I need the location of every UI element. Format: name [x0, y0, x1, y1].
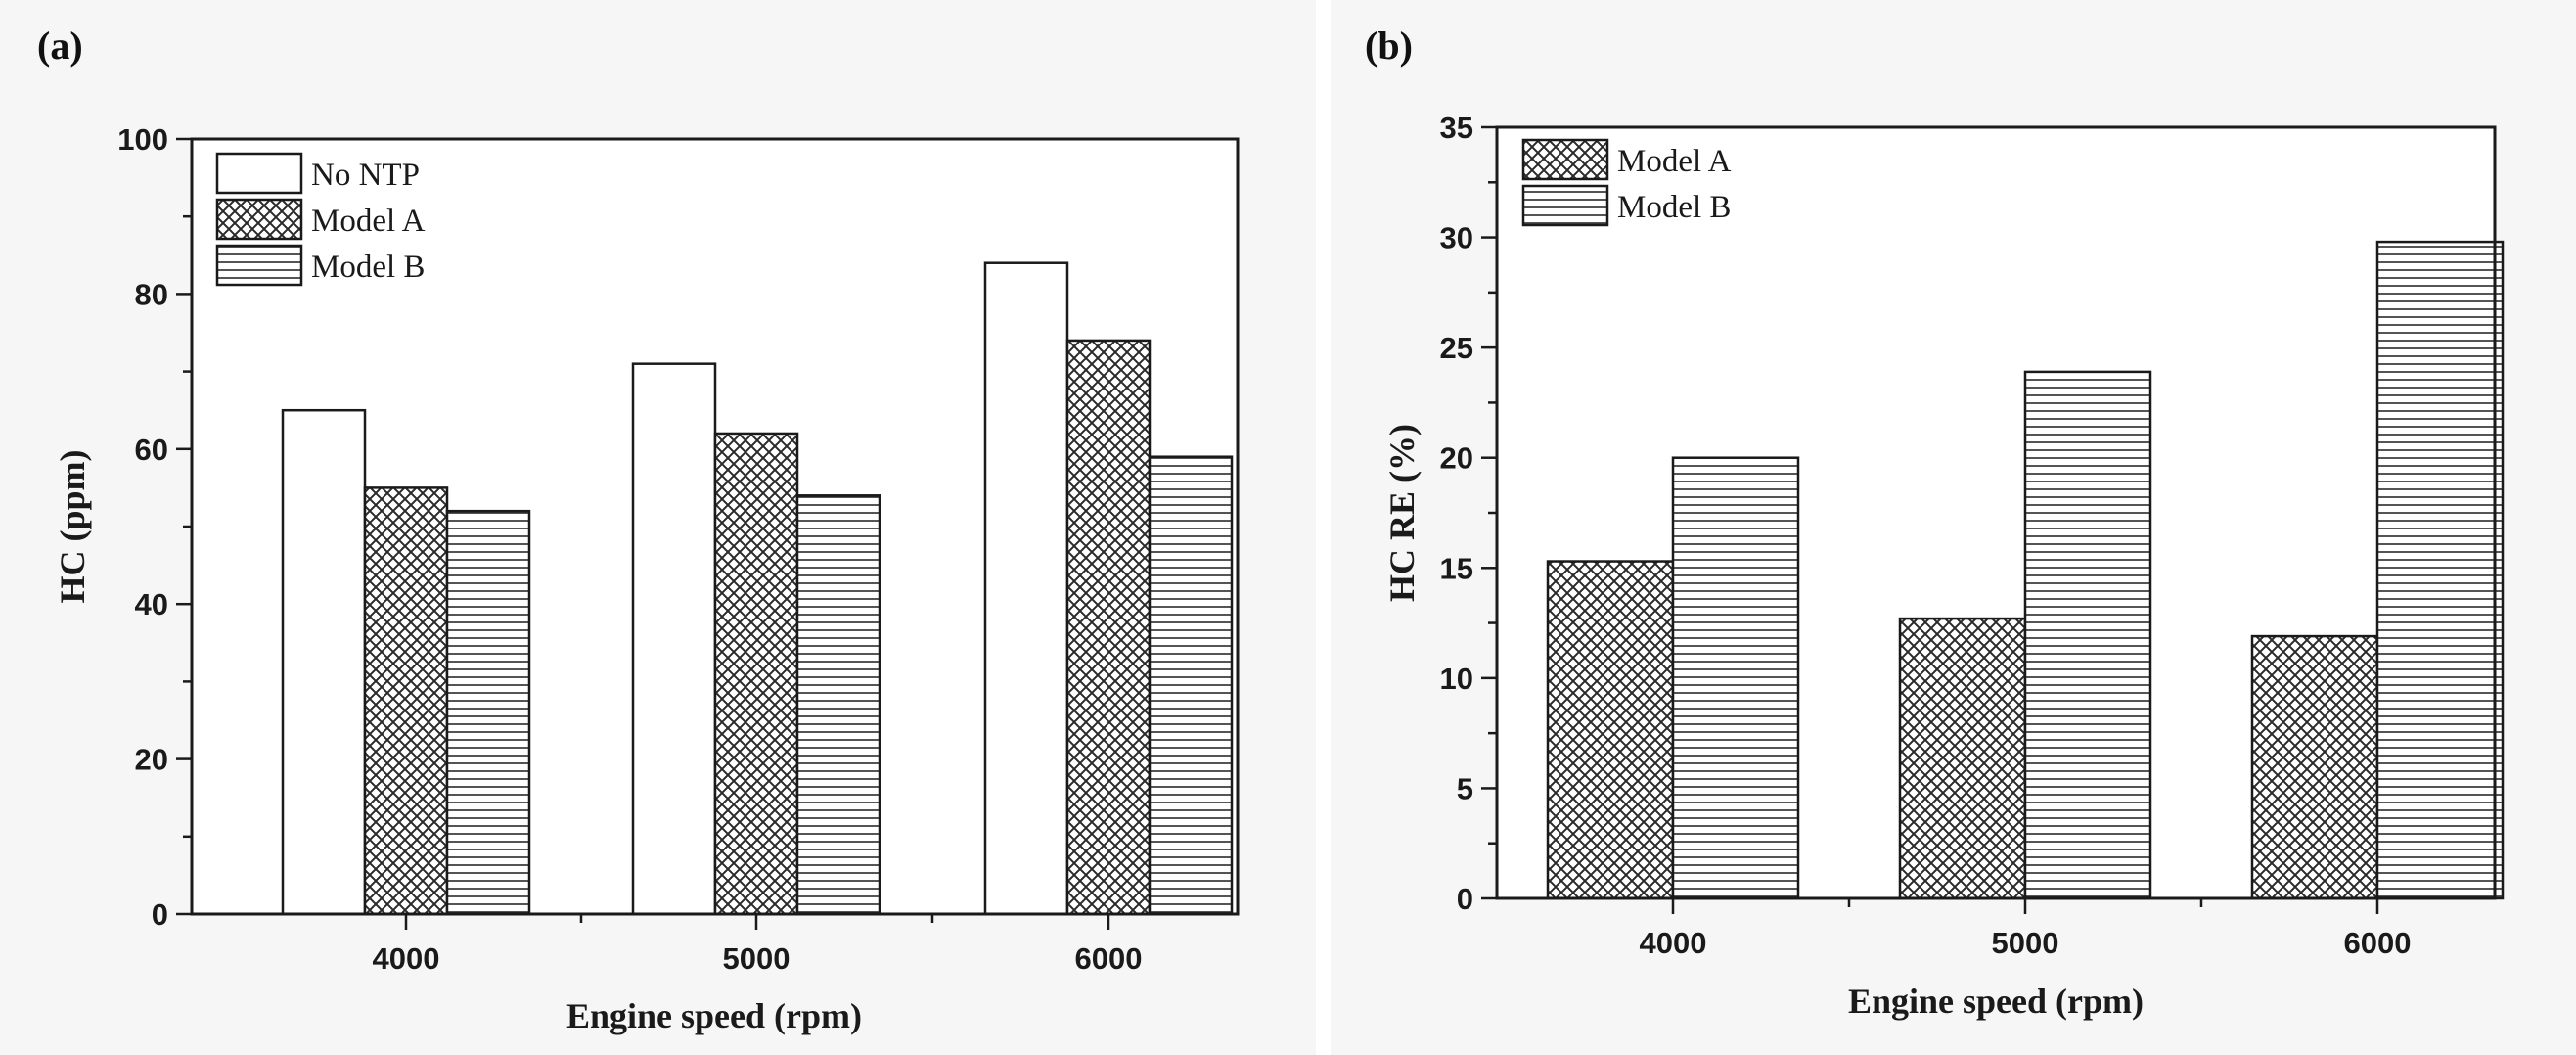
y-tick-label-10: 10 — [1440, 662, 1473, 696]
y-tick-label-15: 15 — [1440, 551, 1473, 585]
y-tick-label-60: 60 — [135, 433, 168, 467]
x-tick-label-6000: 6000 — [1075, 941, 1143, 976]
bar-no-ntp-6000 — [983, 261, 1069, 916]
panel-a-y-axis-title: HC (ppm) — [53, 449, 92, 603]
bar-model-a-6000 — [2250, 634, 2379, 900]
bar-no-ntp-4000 — [281, 408, 367, 916]
legend-swatch-model-a — [1521, 138, 1609, 181]
bar-model-b-4000 — [1671, 456, 1800, 900]
panel-b-bars — [1546, 240, 2505, 900]
panel-a-x-axis-title: Engine speed (rpm) — [566, 996, 862, 1035]
x-tick-label-5000: 5000 — [1992, 926, 2059, 960]
bar-model-a-5000 — [1898, 617, 2027, 900]
y-tick-label-20: 20 — [1440, 441, 1473, 476]
panel-a-y-axis: 0 20 40 60 80 100 — [117, 122, 192, 932]
panel-b-y-axis: 0 5 10 15 20 25 30 35 — [1440, 111, 1497, 916]
bar-no-ntp-5000 — [631, 362, 717, 916]
panel-a-label: (a) — [37, 23, 83, 68]
bar-model-a-5000 — [713, 432, 799, 916]
panel-a-x-axis: 4000 5000 6000 — [373, 914, 1143, 976]
legend-swatch-no-ntp — [215, 152, 303, 195]
panel-a-legend: No NTP Model A Model B — [215, 152, 426, 287]
y-tick-label-100: 100 — [117, 122, 168, 157]
legend-label-model-b: Model B — [311, 250, 425, 285]
y-tick-label-30: 30 — [1440, 221, 1473, 255]
panel-b-legend: Model A Model B — [1521, 138, 1732, 227]
legend-swatch-model-b — [215, 244, 303, 287]
bar-model-a-4000 — [1546, 560, 1675, 900]
bar-model-b-6000 — [2375, 240, 2505, 900]
x-tick-label-4000: 4000 — [1640, 926, 1707, 960]
legend-item-model-a: Model A — [215, 198, 426, 241]
legend-item-model-a: Model A — [1521, 138, 1732, 181]
bar-model-b-4000 — [445, 509, 531, 916]
panel-b-x-axis-title: Engine speed (rpm) — [1848, 982, 2144, 1021]
panel-b-x-axis: 4000 5000 6000 — [1640, 898, 2412, 960]
legend-item-model-b: Model B — [1521, 184, 1731, 227]
legend-item-no-ntp: No NTP — [215, 152, 420, 195]
legend-item-model-b: Model B — [215, 244, 425, 287]
y-tick-label-35: 35 — [1440, 111, 1473, 145]
panel-b-y-axis-title: HC RE (%) — [1382, 424, 1422, 602]
y-tick-label-5: 5 — [1457, 771, 1473, 805]
legend-swatch-model-b — [1521, 184, 1609, 227]
legend-label-model-a: Model A — [1617, 144, 1732, 179]
panel-a-bars — [281, 261, 1234, 916]
legend-label-no-ntp: No NTP — [311, 158, 420, 193]
bar-model-b-6000 — [1148, 455, 1234, 916]
legend-swatch-model-a — [215, 198, 303, 241]
panel-b-label: (b) — [1365, 23, 1413, 68]
x-tick-label-5000: 5000 — [723, 941, 791, 976]
y-tick-label-0: 0 — [1457, 882, 1473, 916]
y-tick-label-25: 25 — [1440, 331, 1473, 365]
bar-model-b-5000 — [795, 494, 881, 916]
y-tick-label-40: 40 — [135, 587, 168, 621]
bar-model-a-4000 — [363, 486, 449, 916]
y-tick-label-0: 0 — [152, 897, 168, 932]
legend-label-model-a: Model A — [311, 204, 426, 239]
x-tick-label-6000: 6000 — [2344, 926, 2412, 960]
x-tick-label-4000: 4000 — [373, 941, 440, 976]
bar-model-b-5000 — [2023, 370, 2152, 900]
bar-model-a-6000 — [1065, 339, 1152, 916]
legend-label-model-b: Model B — [1617, 190, 1731, 225]
chart-panel-a: (a) 0 20 40 60 80 100 4000 5000 6000 No NTP Mode… — [37, 23, 1240, 1035]
y-tick-label-80: 80 — [135, 277, 168, 311]
y-tick-label-20: 20 — [135, 743, 168, 777]
